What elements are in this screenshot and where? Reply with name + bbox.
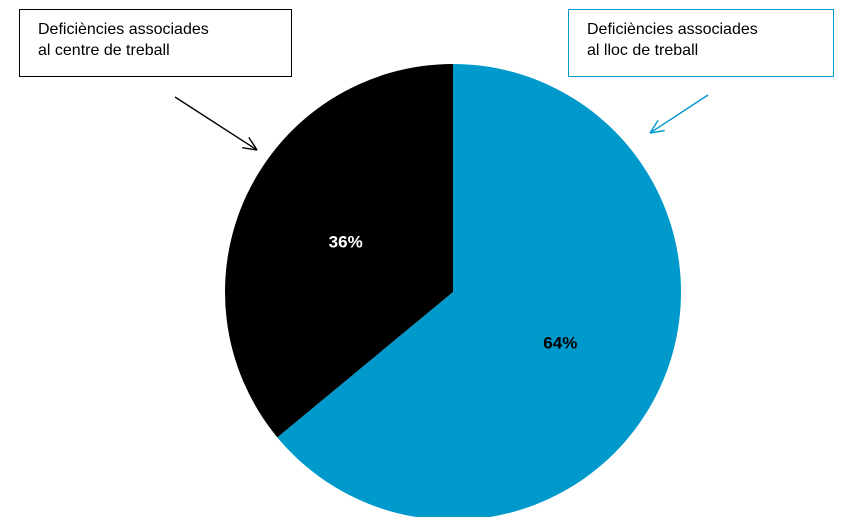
callout-centre-arrow (174, 96, 258, 151)
pie-slice-label-1: 36% (329, 233, 363, 252)
callout-centre-line1: Deficiències associades (38, 21, 209, 38)
callout-lloc-de-treball: Deficiències associades al lloc de treba… (568, 9, 834, 77)
pie-slice-0 (277, 64, 681, 517)
callout-lloc-line2: al lloc de treball (587, 42, 699, 59)
callout-lloc-arrow (649, 94, 709, 134)
callout-lloc-line1: Deficiències associades (587, 21, 758, 38)
callout-centre-de-treball: Deficiències associades al centre de tre… (19, 9, 292, 77)
callout-centre-line2: al centre de treball (38, 42, 170, 59)
pie-slice-1 (224, 64, 453, 438)
pie-slice-label-0: 64% (543, 334, 577, 353)
